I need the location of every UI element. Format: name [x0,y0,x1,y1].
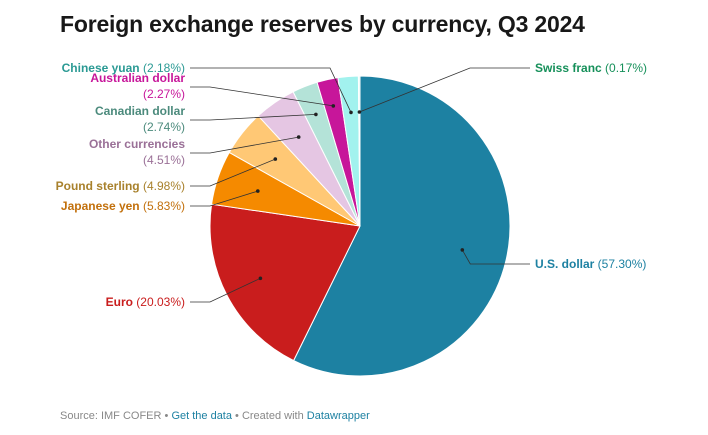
slice-value-canadian-dollar: (2.74%) [143,120,185,134]
slice-name-euro: Euro [106,295,133,309]
slice-label-pound-sterling: Pound sterling (4.98%) [56,179,185,193]
leader-dot-euro [258,276,263,281]
slice-name-pound-sterling: Pound sterling [56,179,140,193]
leader-dot-other-currencies [296,135,301,139]
leader-line-euro [190,277,261,303]
slice-label-japanese-yen: Japanese yen (5.83%) [61,199,185,213]
leader-dot-swiss-franc [357,110,362,114]
leader-line-chinese-yuan [190,67,352,113]
leader-line-japanese-yen [190,190,258,207]
chart-title: Foreign exchange reserves by currency, Q… [60,11,585,37]
slice-value-chinese-yuan: (2.18%) [140,61,185,75]
slice-value-euro: (20.03%) [133,295,185,309]
slice-value-swiss-franc: (0.17%) [602,61,647,75]
slice-label-euro: Euro (20.03%) [106,295,185,309]
leader-dot-australian-dollar [331,104,336,108]
leader-line-u-s-dollar [461,249,530,265]
slice-name-chinese-yuan: Chinese yuan [62,61,140,75]
datawrapper-link[interactable]: Datawrapper [306,410,370,422]
slice-value-other-currencies: (4.51%) [143,153,185,167]
leader-line-other-currencies [190,136,299,154]
pie-slice-u-s-dollar [292,75,511,377]
leader-line-canadian-dollar [190,114,316,121]
source-text: Source: IMF COFER [60,410,162,422]
leader-line-pound-sterling [190,158,276,187]
slice-value-u-s-dollar: (57.30%) [594,257,646,271]
leader-dot-pound-sterling [273,157,278,161]
slice-label-u-s-dollar: U.S. dollar (57.30%) [535,257,646,271]
slice-value-australian-dollar: (2.27%) [143,87,185,101]
slice-name-canadian-dollar: Canadian dollar [95,104,185,118]
slice-name-australian-dollar: Australian dollar [90,71,185,85]
slice-label-chinese-yuan: Chinese yuan (2.18%) [62,61,185,75]
leader-line-australian-dollar [190,86,334,107]
slice-value-japanese-yen: (5.83%) [140,199,185,213]
leader-line-swiss-franc [359,67,530,113]
slice-value-pound-sterling: (4.98%) [140,179,185,193]
pie-slice-euro [209,203,361,362]
footer: Source: IMF COFER • Get the data • Creat… [60,410,370,422]
slice-name-other-currencies: Other currencies [89,137,185,151]
slice-name-swiss-franc: Swiss franc [535,61,602,75]
separator: • [161,410,172,422]
leader-dot-japanese-yen [255,189,260,193]
leader-dot-canadian-dollar [314,112,318,117]
slice-name-japanese-yen: Japanese yen [61,199,140,213]
leader-dot-u-s-dollar [460,248,465,252]
slice-label-swiss-franc: Swiss franc (0.17%) [535,61,647,75]
created-with-text: • Created with [231,410,307,422]
leader-dot-chinese-yuan [349,110,353,115]
get-the-data-link[interactable]: Get the data [171,410,232,422]
slice-name-u-s-dollar: U.S. dollar [535,257,595,271]
